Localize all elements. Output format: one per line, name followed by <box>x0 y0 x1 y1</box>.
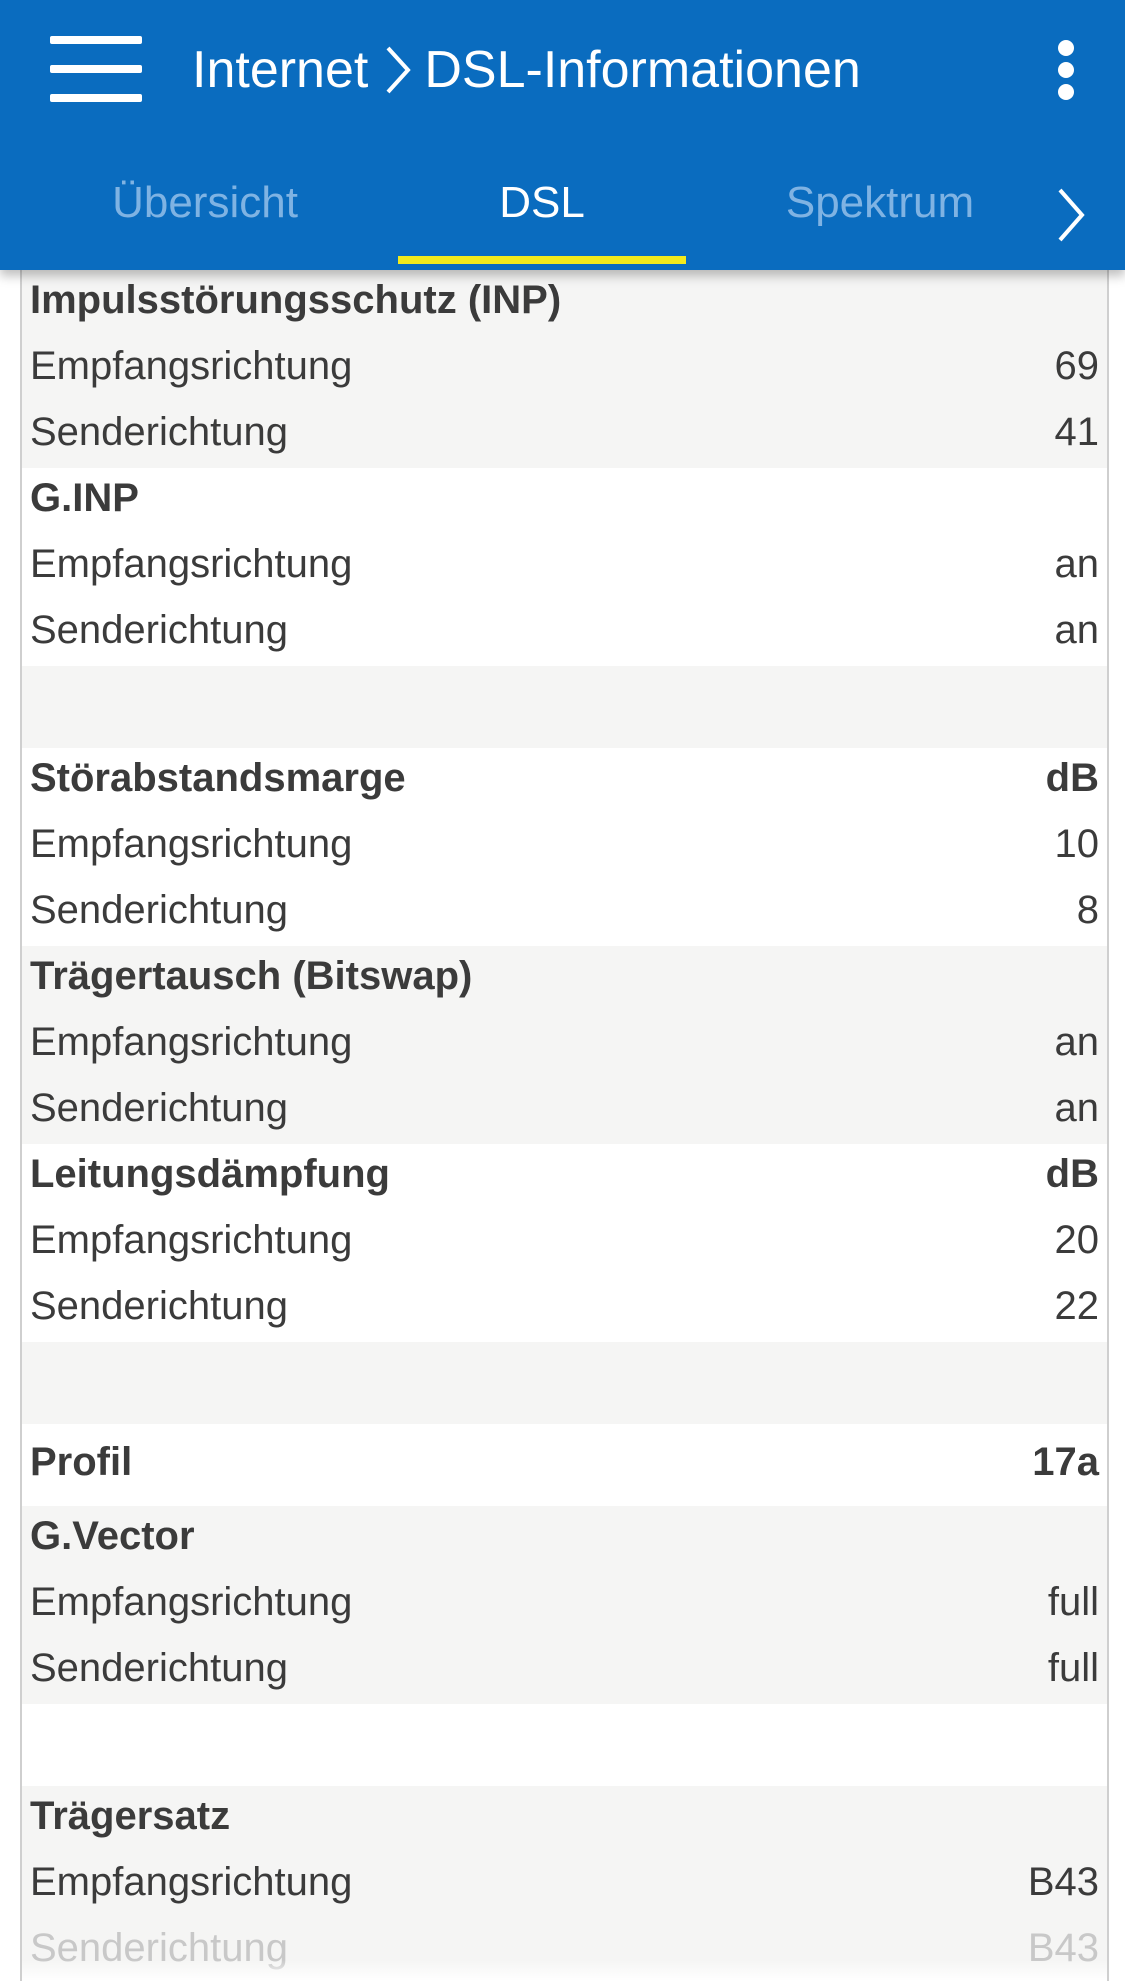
tab-spektrum[interactable]: Spektrum <box>785 178 975 227</box>
table-row: Senderichtung 41 <box>22 402 1107 468</box>
tab-dsl[interactable]: DSL <box>499 178 585 227</box>
section-header-gvector: G.Vector <box>22 1506 1107 1572</box>
section-header-inp: Impulsstörungsschutz (INP) <box>22 270 1107 336</box>
section-header-bitswap: Trägertausch (Bitswap) <box>22 946 1107 1012</box>
section-header-leitungsdaempfung: Leitungsdämpfung dB <box>22 1144 1107 1210</box>
hamburger-menu-icon[interactable] <box>50 36 142 102</box>
group-spacer <box>22 1342 1107 1424</box>
table-row: Empfangsrichtung 10 <box>22 814 1107 880</box>
breadcrumb-current: DSL-Informationen <box>424 41 861 99</box>
breadcrumb-parent[interactable]: Internet <box>192 41 369 99</box>
table-row: Senderichtung an <box>22 600 1107 666</box>
tab-uebersicht[interactable]: Übersicht <box>112 178 298 227</box>
scroll-fade <box>22 1960 1107 1981</box>
section-header-stoerabstandsmarge: Störabstandsmarge dB <box>22 748 1107 814</box>
table-row: Empfangsrichtung an <box>22 1012 1107 1078</box>
active-tab-indicator <box>398 256 686 264</box>
table-row: Senderichtung an <box>22 1078 1107 1144</box>
group-spacer <box>22 1704 1107 1786</box>
table-row: Empfangsrichtung full <box>22 1572 1107 1638</box>
table-row: Empfangsrichtung 69 <box>22 336 1107 402</box>
app-header: Internet DSL-Informationen Übersicht DSL… <box>0 0 1125 270</box>
table-row: Senderichtung 8 <box>22 880 1107 946</box>
dsl-info-list[interactable]: Impulsstörungsschutz (INP) Empfangsricht… <box>20 270 1109 1981</box>
breadcrumb: Internet DSL-Informationen <box>192 36 861 104</box>
table-row: Senderichtung 22 <box>22 1276 1107 1342</box>
group-spacer <box>22 666 1107 748</box>
table-row: Empfangsrichtung an <box>22 534 1107 600</box>
section-header-profil: Profil 17a <box>22 1424 1107 1506</box>
table-row: Empfangsrichtung 20 <box>22 1210 1107 1276</box>
section-header-ginp: G.INP <box>22 468 1107 534</box>
chevron-right-icon <box>386 46 412 94</box>
table-row: Senderichtung full <box>22 1638 1107 1704</box>
section-header-traegersatz: Trägersatz <box>22 1786 1107 1852</box>
tabs-next-chevron-icon[interactable] <box>1050 184 1090 246</box>
more-vert-icon[interactable] <box>1050 40 1082 100</box>
table-row: Empfangsrichtung B43 <box>22 1852 1107 1918</box>
